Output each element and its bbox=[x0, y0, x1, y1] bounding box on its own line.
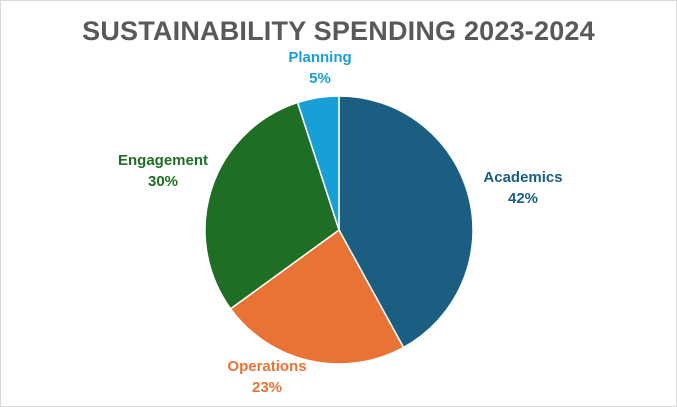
pie-slice-engagement bbox=[204, 101, 340, 310]
slice-label-planning: Planning bbox=[288, 49, 351, 66]
slice-value-academics: 42% bbox=[508, 190, 538, 207]
slice-value-engagement: 30% bbox=[148, 173, 178, 190]
pie-slice-planning bbox=[296, 95, 340, 231]
slice-label-operations: Operations bbox=[227, 358, 306, 375]
slice-label-engagement: Engagement bbox=[118, 152, 208, 169]
slice-value-planning: 5% bbox=[309, 70, 331, 87]
chart-title: SUSTAINABILITY SPENDING 2023-2024 bbox=[82, 16, 595, 46]
slice-value-operations: 23% bbox=[252, 379, 282, 396]
slice-label-academics: Academics bbox=[483, 169, 562, 186]
pie-slice-operations bbox=[229, 228, 405, 365]
pie-slice-academics bbox=[338, 95, 474, 349]
